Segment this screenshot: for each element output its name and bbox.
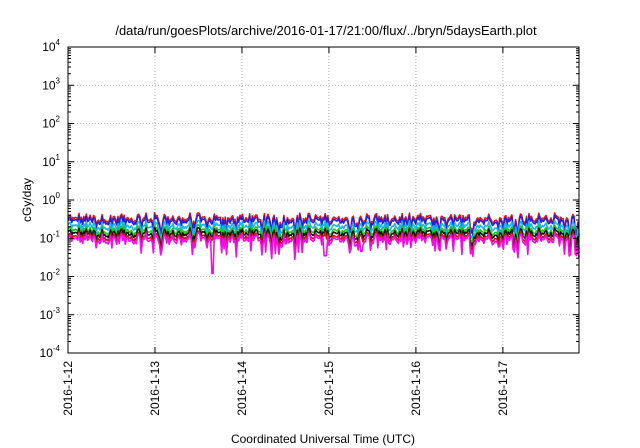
plot-frame: [67, 46, 580, 354]
series-layer: [67, 212, 580, 275]
y-tick-label: 10-3: [40, 306, 61, 322]
x-tick-label: 2016-1-17: [496, 361, 510, 416]
grid-lines: [68, 47, 579, 353]
y-tick-label: 103: [42, 76, 60, 92]
x-tick-label: 2016-1-12: [61, 361, 75, 416]
x-tick-label: 2016-1-16: [409, 361, 423, 416]
series-line: [67, 231, 580, 275]
chart-title: /data/run/goesPlots/archive/2016-01-17/2…: [115, 23, 537, 38]
axes: 10-4 10-3 10-2 10-1 100 101 102 103 104 2016-1-12…: [40, 38, 579, 416]
y-tick-label: 104: [42, 38, 60, 54]
y-tick-label: 10-2: [40, 268, 61, 284]
x-axis-label: Coordinated Universal Time (UTC): [231, 432, 415, 446]
x-tick-label: 2016-1-13: [148, 361, 162, 416]
y-axis-label: cGy/day: [20, 178, 34, 222]
x-tick-label: 2016-1-15: [322, 361, 336, 416]
y-tick-label: 102: [42, 115, 60, 131]
y-tick-label: 10-1: [40, 229, 61, 245]
y-tick-label: 10-4: [40, 344, 61, 360]
y-tick-label: 101: [42, 153, 60, 169]
y-tick-label: 100: [42, 191, 60, 207]
x-tick-label: 2016-1-14: [235, 361, 249, 416]
